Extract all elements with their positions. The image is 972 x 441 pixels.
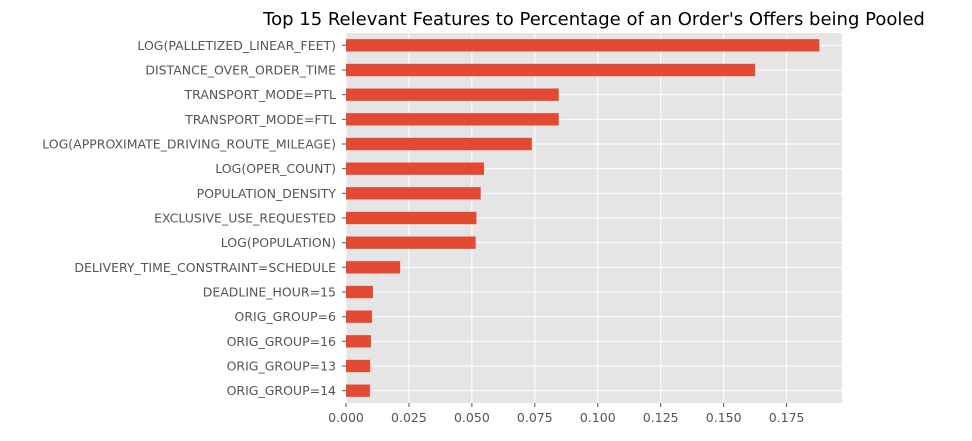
bar	[346, 39, 820, 52]
bar	[346, 187, 481, 200]
x-tick-label: 0.150	[706, 410, 742, 425]
bar	[346, 137, 532, 151]
y-tick-label: DEADLINE_HOUR=15	[203, 285, 336, 300]
x-tick-label: 0.175	[769, 410, 805, 425]
y-tick-label: LOG(OPER_COUNT)	[215, 161, 336, 176]
bar	[346, 285, 373, 299]
bar	[346, 236, 476, 249]
y-tick-label: TRANSPORT_MODE=PTL	[184, 87, 336, 102]
x-tick-labels: 0.000 0.025 0.050 0.075 0.100 0.125 0.150 0.175	[328, 403, 805, 425]
bars	[346, 39, 820, 397]
bar	[346, 113, 559, 126]
bar	[346, 359, 371, 373]
x-tick-label: 0.025	[391, 410, 427, 425]
y-tick-label: ORIG_GROUP=14	[227, 383, 336, 398]
x-tick-label: 0.125	[643, 410, 679, 425]
chart-title: Top 15 Relevant Features to Percentage o…	[262, 9, 925, 30]
bar	[346, 384, 370, 397]
y-tick-label: ORIG_GROUP=6	[235, 309, 337, 324]
y-tick-label: LOG(APPROXIMATE_DRIVING_ROUTE_MILEAGE)	[42, 137, 336, 152]
bar	[346, 162, 484, 175]
bar	[346, 310, 372, 323]
y-tick-label: ORIG_GROUP=16	[227, 334, 336, 349]
bar	[346, 63, 756, 77]
x-tick-label: 0.075	[517, 410, 553, 425]
y-tick-label: POPULATION_DENSITY	[197, 186, 337, 201]
y-tick-label: LOG(POPULATION)	[221, 235, 336, 250]
bar	[346, 211, 477, 225]
bar	[346, 261, 401, 274]
y-tick-label: ORIG_GROUP=13	[227, 359, 336, 374]
y-tick-label: LOG(PALLETIZED_LINEAR_FEET)	[137, 38, 336, 53]
bar	[346, 88, 559, 101]
y-tick-label: DISTANCE_OVER_ORDER_TIME	[145, 63, 336, 78]
y-tick-labels: LOG(PALLETIZED_LINEAR_FEET) DISTANCE_OVER…	[42, 38, 346, 398]
x-tick-label: 0.000	[328, 410, 364, 425]
bar	[346, 335, 371, 348]
x-tick-label: 0.050	[454, 410, 490, 425]
x-tick-label: 0.100	[580, 410, 616, 425]
y-tick-label: DELIVERY_TIME_CONSTRAINT=SCHEDULE	[74, 260, 336, 275]
y-tick-label: EXCLUSIVE_USE_REQUESTED	[154, 211, 336, 226]
y-tick-label: TRANSPORT_MODE=FTL	[184, 112, 336, 127]
